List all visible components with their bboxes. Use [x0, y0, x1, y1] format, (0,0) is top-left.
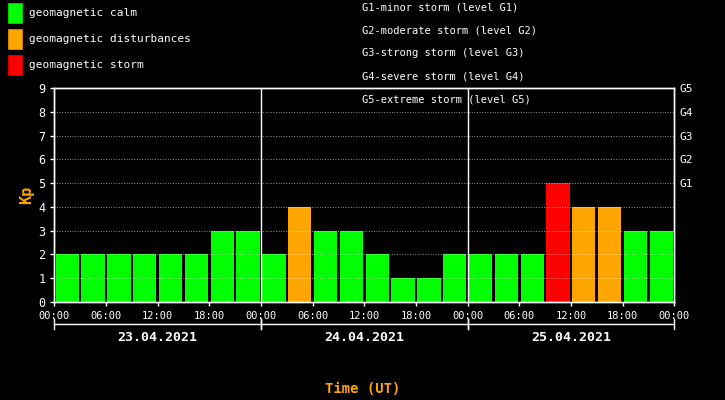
Bar	[572, 207, 595, 302]
Text: 23.04.2021: 23.04.2021	[117, 331, 198, 344]
Bar	[624, 231, 647, 302]
Bar	[56, 254, 79, 302]
Bar	[314, 231, 337, 302]
Bar	[365, 254, 389, 302]
Bar	[392, 278, 415, 302]
Text: geomagnetic calm: geomagnetic calm	[29, 8, 137, 18]
Text: G3-strong storm (level G3): G3-strong storm (level G3)	[362, 48, 525, 58]
Bar	[185, 254, 208, 302]
Bar	[107, 254, 130, 302]
Bar	[288, 207, 311, 302]
Bar	[547, 183, 570, 302]
Bar	[650, 231, 673, 302]
Bar	[340, 231, 363, 302]
Bar	[262, 254, 286, 302]
Text: G2-moderate storm (level G2): G2-moderate storm (level G2)	[362, 25, 537, 35]
Text: 25.04.2021: 25.04.2021	[531, 331, 611, 344]
Bar	[443, 254, 466, 302]
Bar	[418, 278, 441, 302]
Bar	[236, 231, 260, 302]
Bar	[211, 231, 234, 302]
Bar	[598, 207, 621, 302]
Text: geomagnetic storm: geomagnetic storm	[29, 60, 144, 70]
Bar	[469, 254, 492, 302]
Text: G5-extreme storm (level G5): G5-extreme storm (level G5)	[362, 95, 531, 105]
Text: Time (UT): Time (UT)	[325, 382, 400, 396]
Text: G4-severe storm (level G4): G4-severe storm (level G4)	[362, 72, 525, 82]
Y-axis label: Kp: Kp	[19, 186, 34, 204]
Bar	[521, 254, 544, 302]
Text: 24.04.2021: 24.04.2021	[324, 331, 405, 344]
Text: G1-minor storm (level G1): G1-minor storm (level G1)	[362, 2, 519, 12]
Bar	[133, 254, 157, 302]
Bar	[494, 254, 518, 302]
Bar	[81, 254, 104, 302]
Text: geomagnetic disturbances: geomagnetic disturbances	[29, 34, 191, 44]
Bar	[159, 254, 182, 302]
